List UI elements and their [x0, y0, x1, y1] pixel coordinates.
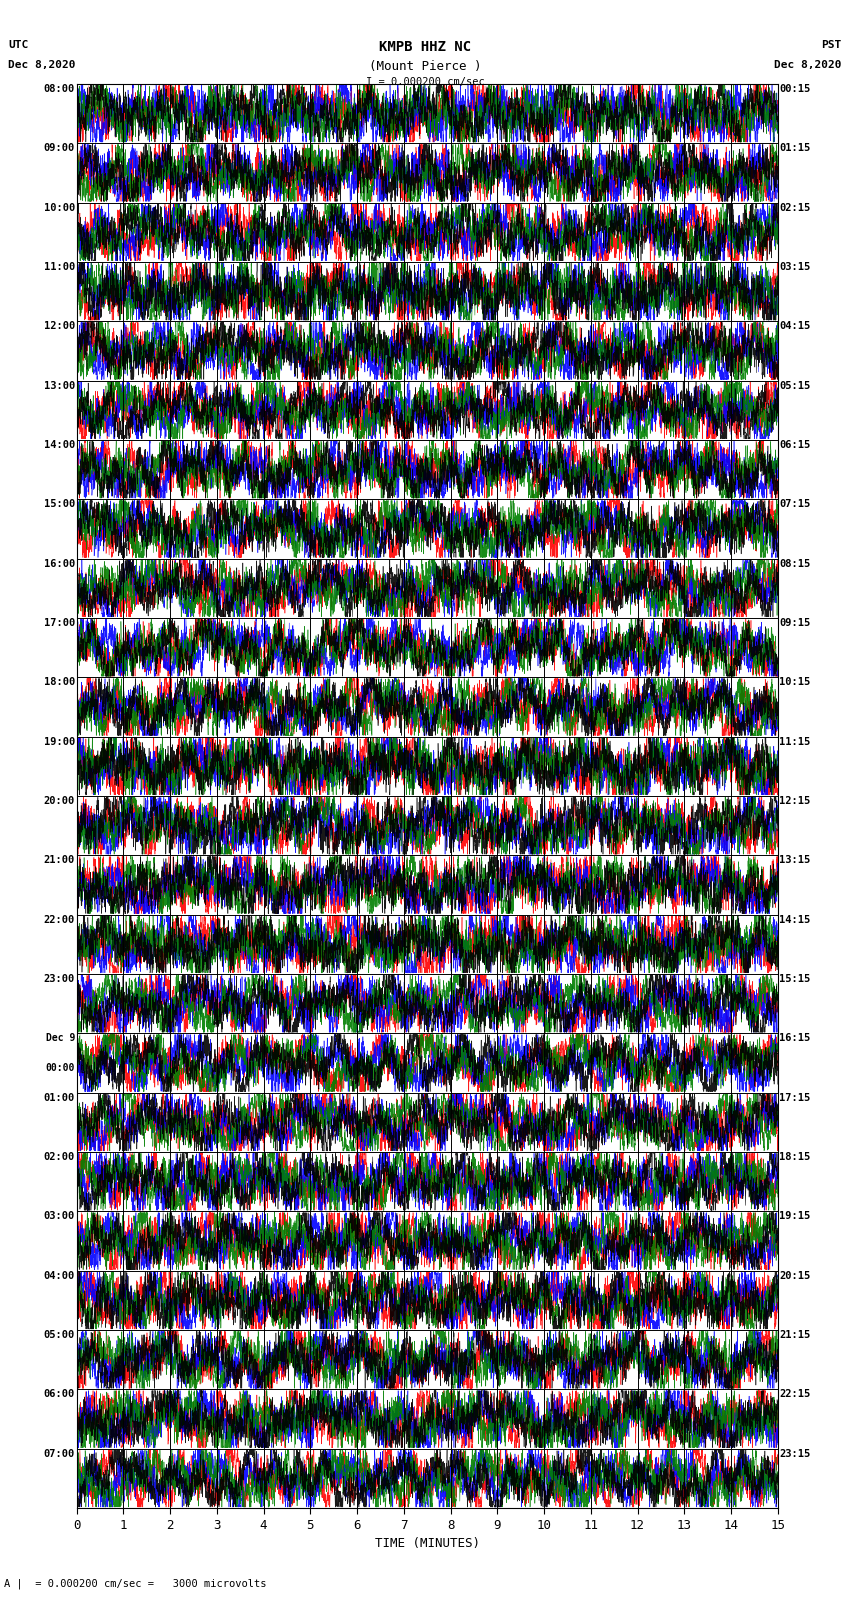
Text: 21:00: 21:00 [44, 855, 75, 865]
Text: 15:15: 15:15 [779, 974, 810, 984]
Text: 09:00: 09:00 [44, 144, 75, 153]
Text: Dec 8,2020: Dec 8,2020 [8, 60, 76, 69]
Text: A |  = 0.000200 cm/sec =   3000 microvolts: A | = 0.000200 cm/sec = 3000 microvolts [4, 1578, 267, 1589]
Text: Dec 8,2020: Dec 8,2020 [774, 60, 842, 69]
Text: 23:00: 23:00 [44, 974, 75, 984]
Text: 18:00: 18:00 [44, 677, 75, 687]
Text: 17:00: 17:00 [44, 618, 75, 627]
Text: I = 0.000200 cm/sec: I = 0.000200 cm/sec [366, 77, 484, 87]
Text: 22:15: 22:15 [779, 1389, 810, 1400]
Text: 13:00: 13:00 [44, 381, 75, 390]
Text: 13:15: 13:15 [779, 855, 810, 865]
Text: 10:00: 10:00 [44, 203, 75, 213]
Text: 07:15: 07:15 [779, 500, 810, 510]
Text: 12:00: 12:00 [44, 321, 75, 331]
Text: PST: PST [821, 40, 842, 50]
X-axis label: TIME (MINUTES): TIME (MINUTES) [375, 1537, 479, 1550]
Text: KMPB HHZ NC: KMPB HHZ NC [379, 40, 471, 55]
Text: 03:15: 03:15 [779, 261, 810, 273]
Text: Dec 9: Dec 9 [46, 1034, 75, 1044]
Text: 02:15: 02:15 [779, 203, 810, 213]
Text: 14:00: 14:00 [44, 440, 75, 450]
Text: 05:15: 05:15 [779, 381, 810, 390]
Text: 16:15: 16:15 [779, 1034, 810, 1044]
Text: 19:15: 19:15 [779, 1211, 810, 1221]
Text: (Mount Pierce ): (Mount Pierce ) [369, 60, 481, 73]
Text: 04:15: 04:15 [779, 321, 810, 331]
Text: 01:00: 01:00 [44, 1092, 75, 1103]
Text: 20:15: 20:15 [779, 1271, 810, 1281]
Text: 12:15: 12:15 [779, 797, 810, 806]
Text: 01:15: 01:15 [779, 144, 810, 153]
Text: 08:00: 08:00 [44, 84, 75, 94]
Text: 00:00: 00:00 [46, 1063, 75, 1073]
Text: 05:00: 05:00 [44, 1331, 75, 1340]
Text: 07:00: 07:00 [44, 1448, 75, 1458]
Text: 03:00: 03:00 [44, 1211, 75, 1221]
Text: 11:00: 11:00 [44, 261, 75, 273]
Text: 20:00: 20:00 [44, 797, 75, 806]
Text: 22:00: 22:00 [44, 915, 75, 924]
Text: 11:15: 11:15 [779, 737, 810, 747]
Text: 23:15: 23:15 [779, 1448, 810, 1458]
Text: 15:00: 15:00 [44, 500, 75, 510]
Text: UTC: UTC [8, 40, 29, 50]
Text: 16:00: 16:00 [44, 558, 75, 569]
Text: 19:00: 19:00 [44, 737, 75, 747]
Text: 06:00: 06:00 [44, 1389, 75, 1400]
Text: 02:00: 02:00 [44, 1152, 75, 1161]
Text: 21:15: 21:15 [779, 1331, 810, 1340]
Text: 14:15: 14:15 [779, 915, 810, 924]
Text: 08:15: 08:15 [779, 558, 810, 569]
Text: 06:15: 06:15 [779, 440, 810, 450]
Text: 00:15: 00:15 [779, 84, 810, 94]
Text: 18:15: 18:15 [779, 1152, 810, 1161]
Text: 09:15: 09:15 [779, 618, 810, 627]
Text: 10:15: 10:15 [779, 677, 810, 687]
Text: 04:00: 04:00 [44, 1271, 75, 1281]
Text: 17:15: 17:15 [779, 1092, 810, 1103]
